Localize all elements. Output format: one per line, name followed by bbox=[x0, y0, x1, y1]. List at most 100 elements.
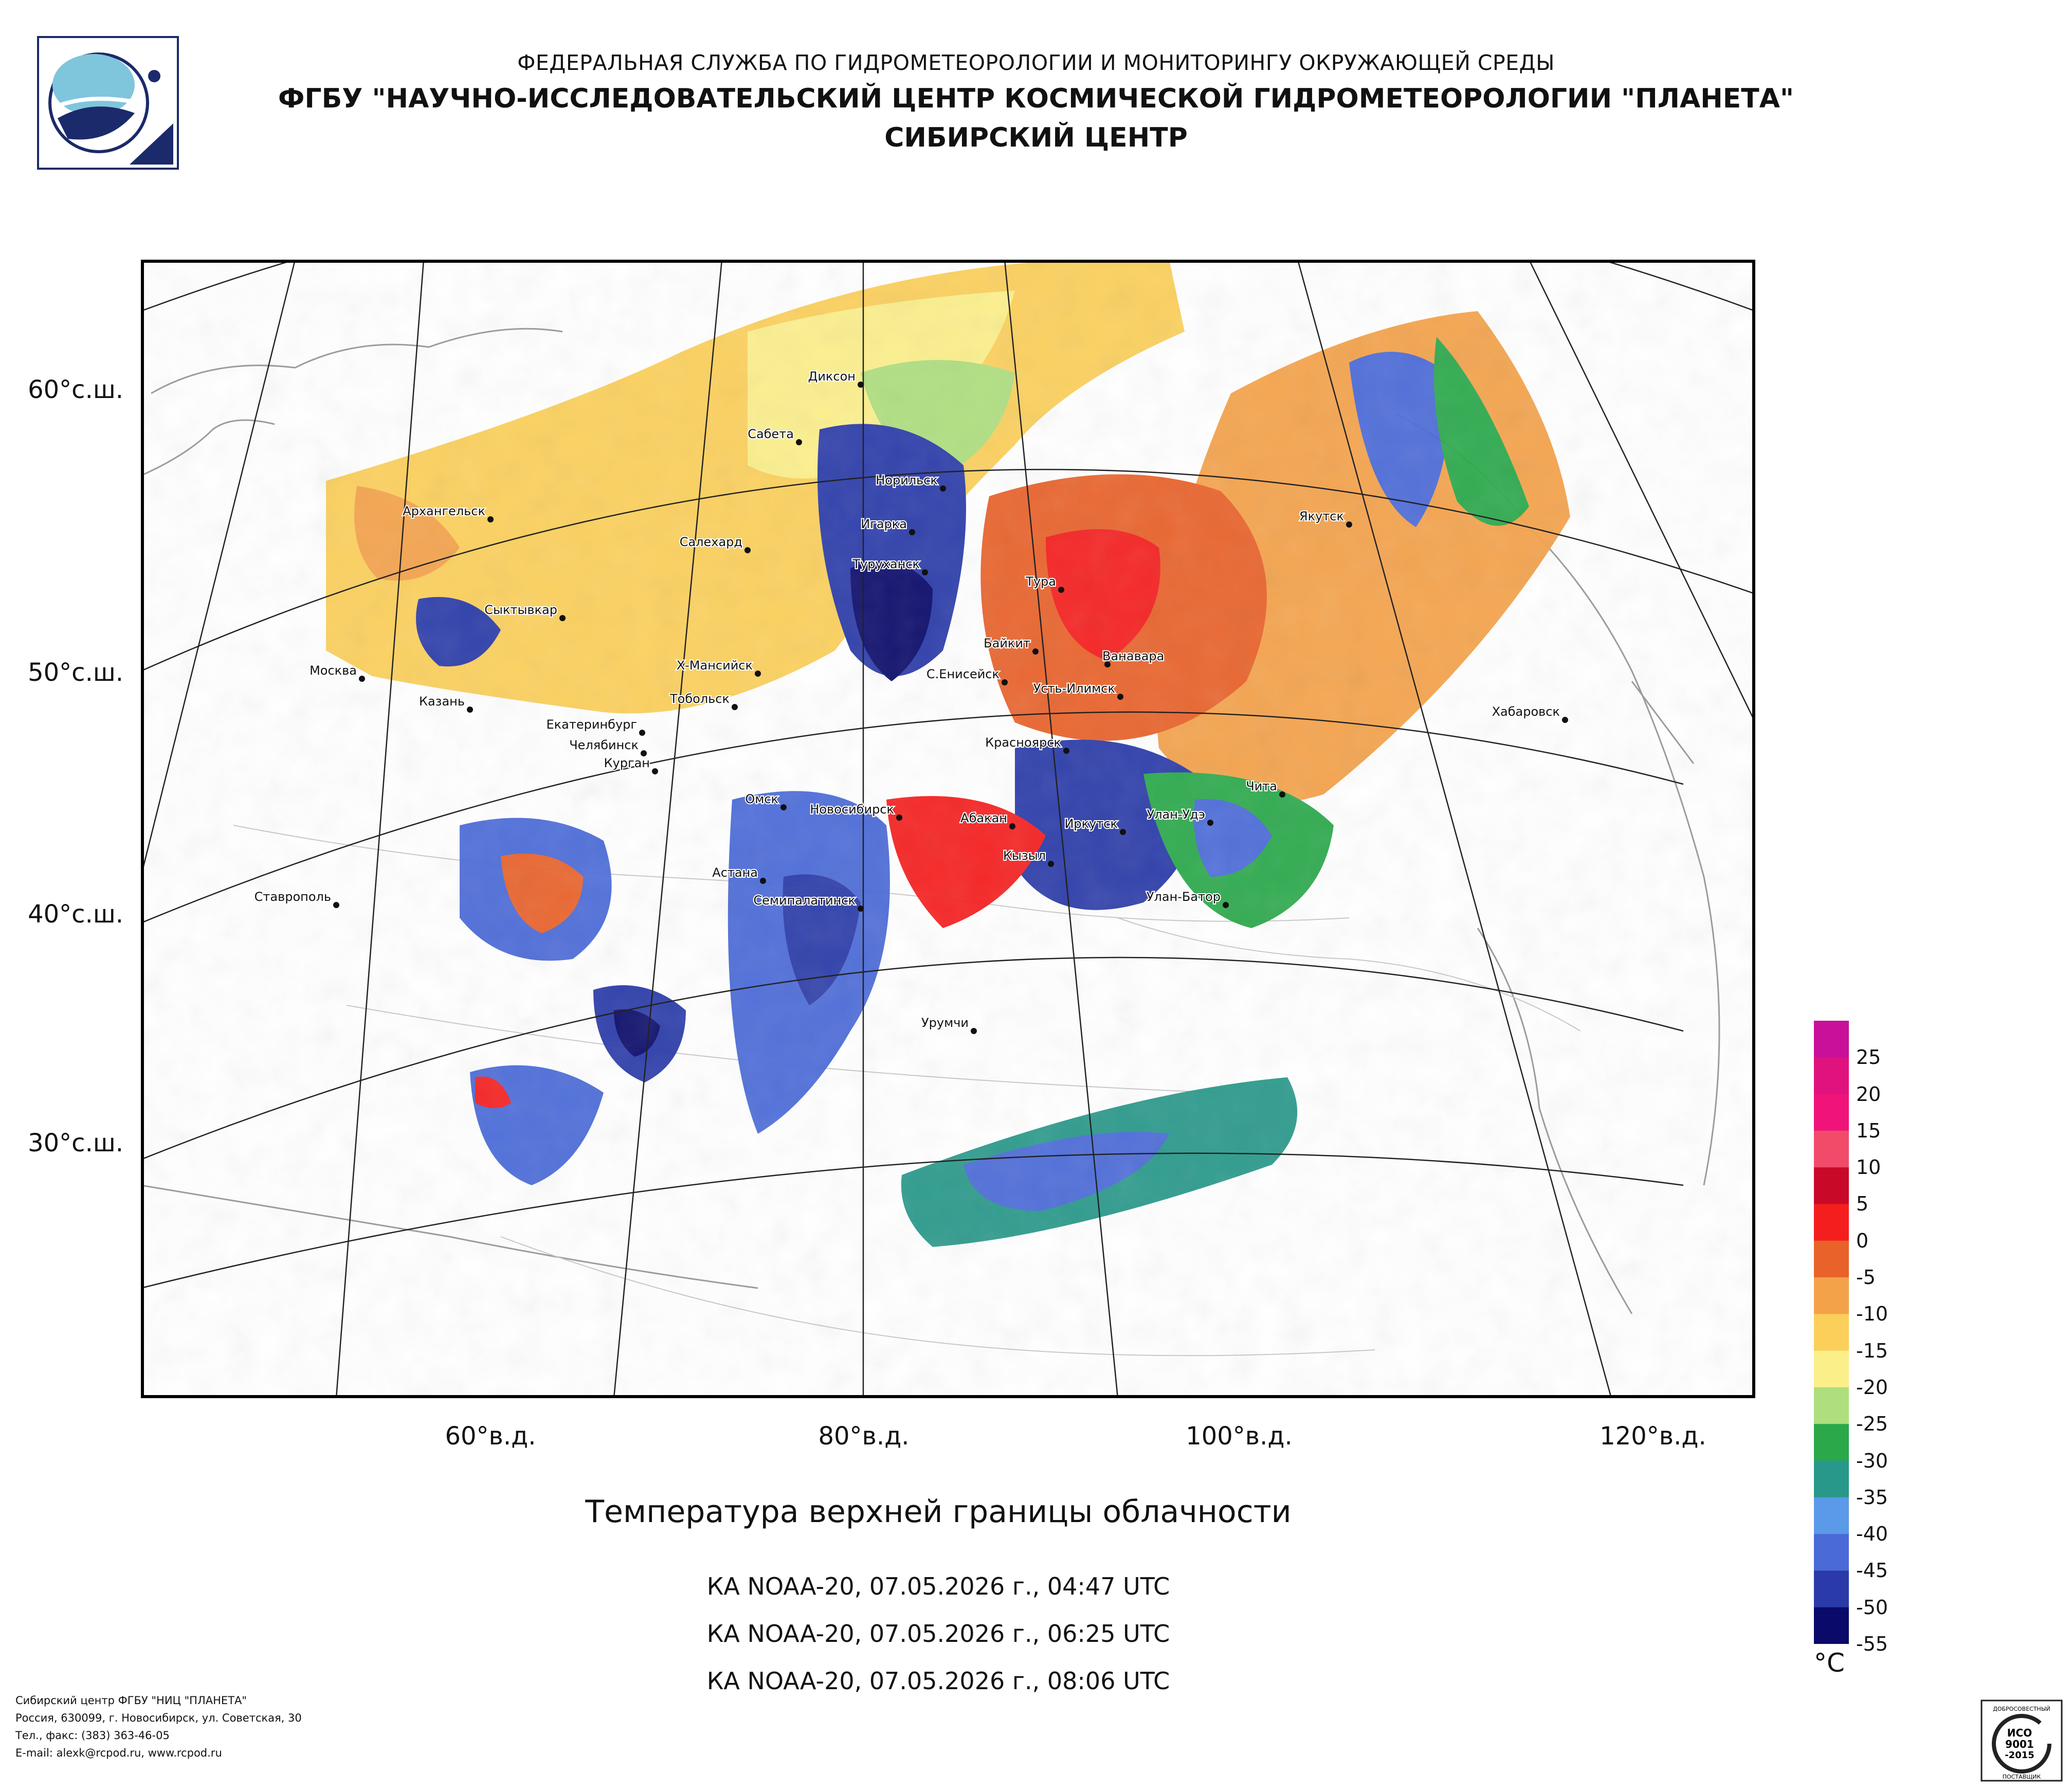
city-dot bbox=[639, 730, 645, 736]
city-15: Усть-Илимск bbox=[1032, 680, 1123, 700]
legend-band bbox=[1814, 1497, 1849, 1534]
city-3: Архангельск bbox=[402, 503, 494, 522]
city-dot bbox=[1009, 823, 1015, 829]
city-dot bbox=[1279, 791, 1285, 798]
city-dot bbox=[1207, 820, 1213, 826]
city-31: Ставрополь bbox=[253, 889, 339, 908]
city-8: Тура bbox=[1024, 573, 1064, 593]
city-32: Семипалатинск bbox=[752, 892, 864, 912]
city-dot bbox=[780, 804, 787, 810]
city-dot bbox=[896, 815, 902, 821]
city-33: Улан-Батор bbox=[1146, 889, 1229, 908]
legend-band bbox=[1814, 1240, 1849, 1278]
city-label: Ванавара bbox=[1102, 649, 1164, 663]
city-dot bbox=[732, 704, 738, 710]
city-10: Байкит bbox=[983, 635, 1039, 655]
city-label: Туруханск bbox=[852, 557, 920, 571]
iso-badge-top: ДОБРОСОВЕСТНЫЙ bbox=[1993, 1706, 2050, 1712]
city-34: Урумчи bbox=[920, 1015, 977, 1034]
legend-band bbox=[1814, 1130, 1849, 1168]
city-label: Норильск bbox=[876, 473, 938, 487]
footer-org: Сибирский центр ФГБУ "НИЦ "ПЛАНЕТА" bbox=[15, 1694, 247, 1707]
city-label: Ставрополь bbox=[255, 890, 331, 904]
city-dot bbox=[1002, 679, 1008, 685]
legend-band bbox=[1814, 1570, 1849, 1608]
city-17: Тобольск bbox=[668, 691, 738, 710]
footer-phone: Тел., факс: (383) 363-46-05 bbox=[15, 1729, 170, 1742]
planeta-logo bbox=[37, 36, 179, 170]
city-dot bbox=[796, 439, 802, 445]
iso-badge-iso: ИСО bbox=[2007, 1727, 2032, 1739]
city-30: Астана bbox=[711, 864, 766, 884]
city-23: Чита bbox=[1245, 778, 1285, 798]
city-26: Абакан bbox=[959, 810, 1015, 829]
city-label: Москва bbox=[310, 663, 357, 678]
city-dot bbox=[359, 676, 365, 682]
city-dot bbox=[1117, 694, 1123, 700]
legend-tick: -5 bbox=[1856, 1266, 1876, 1289]
city-27: Улан-Удэ bbox=[1146, 806, 1213, 826]
legend-tick: 0 bbox=[1856, 1229, 1869, 1252]
legend-tick: -50 bbox=[1856, 1596, 1888, 1619]
iso-badge-bottom: ПОСТАВЩИК bbox=[2003, 1774, 2041, 1780]
city-12: Москва bbox=[308, 662, 365, 682]
city-label: Архангельск bbox=[403, 504, 485, 518]
city-label: Красноярск bbox=[985, 735, 1061, 750]
legend-band bbox=[1814, 1167, 1849, 1204]
legend-tick: -20 bbox=[1856, 1376, 1888, 1399]
legend-tick: 15 bbox=[1856, 1119, 1881, 1142]
legend-band bbox=[1814, 1094, 1849, 1131]
legend-band bbox=[1814, 1021, 1849, 1058]
lat-label-40: 40°с.ш. bbox=[28, 900, 123, 929]
city-24: Омск bbox=[744, 791, 787, 810]
city-label: Сыктывкар bbox=[484, 603, 557, 617]
city-6: Якутск bbox=[1298, 508, 1352, 528]
city-label: Семипалатинск bbox=[753, 893, 856, 908]
city-label: Байкит bbox=[984, 636, 1030, 650]
legend-band bbox=[1814, 1534, 1849, 1571]
legend-tick: 5 bbox=[1856, 1192, 1869, 1216]
city-label: С.Енисейск bbox=[926, 667, 999, 681]
city-dot bbox=[1058, 587, 1064, 593]
satellite-pass-3: КА NOAA-20, 07.05.2026 г., 08:06 UTC bbox=[706, 1667, 1170, 1695]
city-2: Норильск bbox=[875, 472, 946, 492]
legend-tick: -25 bbox=[1856, 1413, 1888, 1436]
lat-label-30: 30°с.ш. bbox=[28, 1129, 123, 1157]
legend-tick: 25 bbox=[1856, 1046, 1881, 1069]
city-label: Тура bbox=[1025, 574, 1056, 589]
legend-band bbox=[1814, 1350, 1849, 1388]
iso-badge: ДОБРОСОВЕСТНЫЙ ИСО 9001 -2015 ПОСТАВЩИК bbox=[1980, 1699, 2063, 1782]
satellite-pass-2: КА NOAA-20, 07.05.2026 г., 06:25 UTC bbox=[706, 1620, 1170, 1648]
city-18: Хабаровск bbox=[1491, 703, 1568, 723]
legend-tick: -35 bbox=[1856, 1486, 1888, 1509]
city-label: Улан-Батор bbox=[1147, 890, 1221, 904]
city-5: Игарка bbox=[860, 516, 915, 535]
city-label: Усть-Илимск bbox=[1033, 681, 1115, 696]
city-dot bbox=[652, 768, 658, 774]
city-4: Салехард bbox=[679, 534, 751, 553]
legend-tick: -45 bbox=[1856, 1559, 1888, 1582]
legend-tick: -30 bbox=[1856, 1449, 1888, 1472]
legend-band bbox=[1814, 1204, 1849, 1241]
footer-contacts: Сибирский центр ФГБУ "НИЦ "ПЛАНЕТА" Росс… bbox=[15, 1692, 302, 1762]
legend-tick: -55 bbox=[1856, 1633, 1888, 1655]
lat-label-60: 60°с.ш. bbox=[28, 375, 123, 404]
city-7: Туруханск bbox=[851, 556, 928, 575]
cloud-top-temperature-map: Диксон Сабета Норильск Архангельск Салехард И… bbox=[141, 260, 1755, 1398]
city-label: Курган bbox=[604, 756, 650, 770]
lon-label-80: 80°в.д. bbox=[818, 1422, 910, 1451]
map-caption: Температура верхней границы облачности bbox=[585, 1494, 1292, 1530]
iso-badge-year: -2015 bbox=[2005, 1750, 2034, 1761]
lon-label-100: 100°в.д. bbox=[1186, 1422, 1293, 1451]
legend-band bbox=[1814, 1314, 1849, 1351]
city-29: Кызыл bbox=[1002, 847, 1054, 867]
legend-tick: 20 bbox=[1856, 1082, 1881, 1106]
city-dot bbox=[1104, 661, 1111, 667]
legend-tick: -10 bbox=[1856, 1302, 1888, 1326]
city-dot bbox=[1223, 902, 1229, 908]
city-25: Новосибирск bbox=[809, 801, 902, 821]
iso-badge-number: 9001 bbox=[2005, 1738, 2034, 1750]
city-21: Челябинск bbox=[568, 737, 647, 756]
legend-band bbox=[1814, 1607, 1849, 1644]
city-label: Тобольск bbox=[669, 692, 730, 706]
